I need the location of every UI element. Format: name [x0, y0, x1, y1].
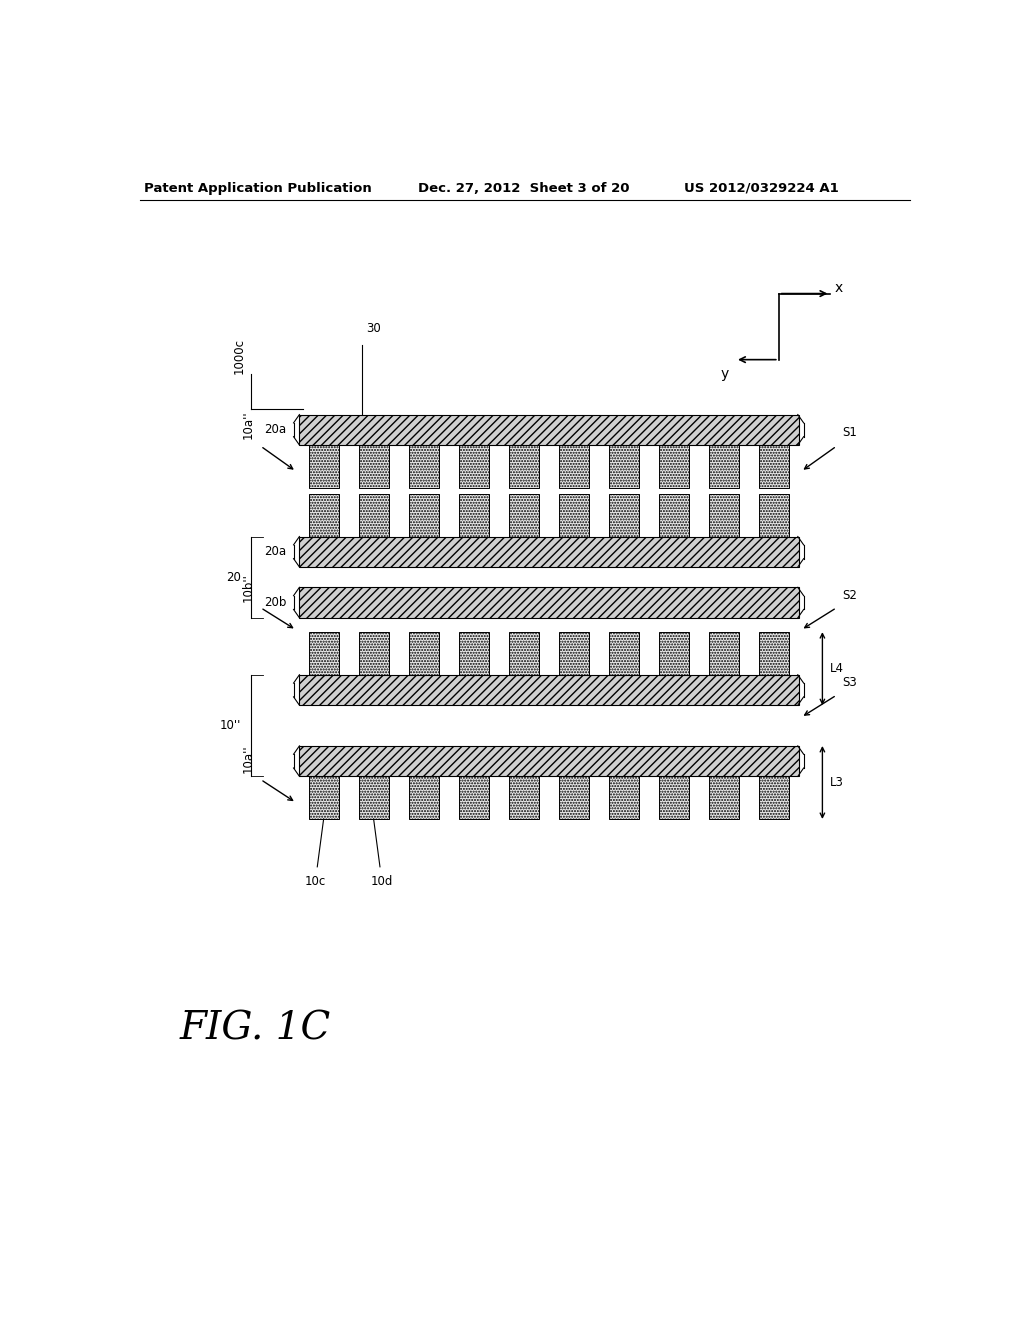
Text: x: x	[835, 281, 843, 296]
Text: 20: 20	[226, 570, 242, 583]
Text: 20a: 20a	[264, 545, 287, 558]
Bar	[709, 445, 738, 487]
Text: 10a'': 10a''	[242, 411, 255, 440]
Bar	[308, 494, 339, 536]
Bar	[658, 776, 688, 818]
Bar	[509, 445, 539, 487]
Text: y: y	[721, 367, 729, 380]
Bar	[709, 494, 738, 536]
Text: US 2012/0329224 A1: US 2012/0329224 A1	[684, 182, 839, 195]
Text: 10'': 10''	[220, 719, 242, 733]
Text: 20b: 20b	[264, 597, 287, 609]
Bar	[509, 776, 539, 818]
Bar	[459, 632, 488, 675]
Bar	[509, 494, 539, 536]
Bar	[308, 445, 339, 487]
Text: S1: S1	[842, 426, 857, 440]
Bar	[459, 445, 488, 487]
Text: 20a: 20a	[264, 424, 287, 437]
Bar	[709, 632, 738, 675]
Bar	[608, 445, 639, 487]
Bar	[559, 494, 589, 536]
Text: Patent Application Publication: Patent Application Publication	[143, 182, 372, 195]
Bar	[509, 632, 539, 675]
Text: S2: S2	[842, 589, 857, 602]
Bar	[358, 632, 389, 675]
Bar	[358, 494, 389, 536]
Bar	[358, 445, 389, 487]
Bar	[658, 445, 688, 487]
Bar	[709, 776, 738, 818]
Bar	[409, 445, 438, 487]
Bar	[608, 494, 639, 536]
Bar	[759, 445, 788, 487]
Text: 10c: 10c	[305, 875, 327, 888]
Text: 1000c: 1000c	[232, 338, 246, 374]
Bar	[658, 494, 688, 536]
Bar	[559, 632, 589, 675]
Bar	[409, 776, 438, 818]
Text: L4: L4	[830, 663, 845, 675]
Bar	[759, 776, 788, 818]
Text: 10a'': 10a''	[242, 744, 255, 774]
Bar	[658, 632, 688, 675]
Bar	[559, 776, 589, 818]
Text: FIG. 1C: FIG. 1C	[179, 1011, 331, 1048]
Bar	[299, 587, 799, 618]
Bar	[459, 776, 488, 818]
Bar	[759, 494, 788, 536]
Bar	[759, 632, 788, 675]
Bar	[409, 632, 438, 675]
Bar	[299, 746, 799, 776]
Bar	[608, 776, 639, 818]
Text: S3: S3	[842, 676, 857, 689]
Bar	[308, 776, 339, 818]
Bar	[358, 776, 389, 818]
Text: Dec. 27, 2012  Sheet 3 of 20: Dec. 27, 2012 Sheet 3 of 20	[418, 182, 629, 195]
Bar	[459, 494, 488, 536]
Bar	[299, 414, 799, 445]
Text: 10b'': 10b''	[242, 573, 255, 602]
Bar	[299, 536, 799, 568]
Text: 10d: 10d	[371, 875, 393, 888]
Bar	[559, 445, 589, 487]
Text: L3: L3	[830, 776, 844, 789]
Bar	[608, 632, 639, 675]
Text: 30: 30	[367, 322, 381, 335]
Bar	[299, 675, 799, 705]
Bar	[409, 494, 438, 536]
Bar	[308, 632, 339, 675]
